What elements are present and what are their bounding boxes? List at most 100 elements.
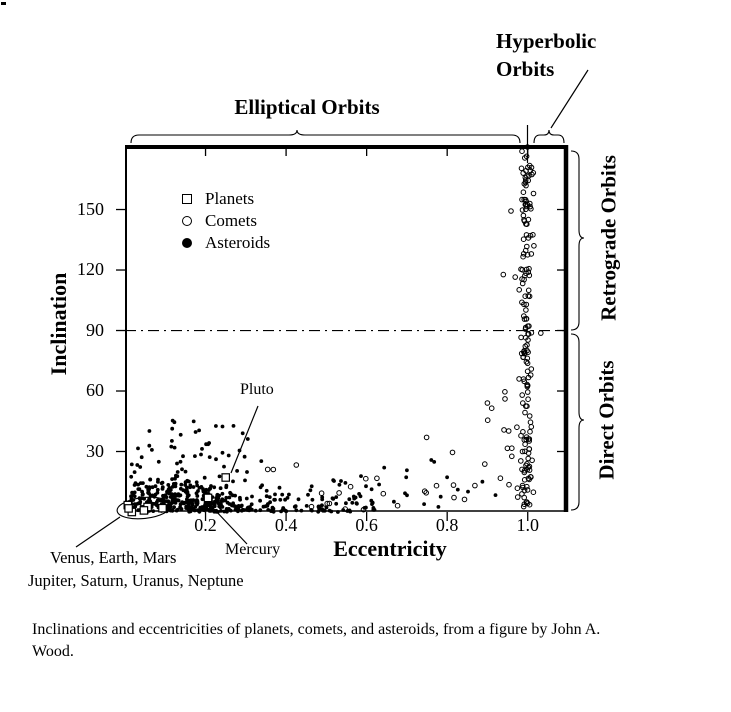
asteroid-point	[147, 429, 152, 433]
asteroid-point	[188, 483, 193, 488]
asteroid-point	[173, 499, 177, 503]
comet-point	[518, 458, 524, 464]
comet-point	[521, 316, 528, 322]
comet-point	[433, 482, 440, 489]
asteroid-point	[438, 494, 443, 499]
asteroid-point	[225, 509, 229, 514]
asteroid-point	[185, 500, 189, 505]
comet-point	[525, 337, 531, 343]
comet-point	[524, 144, 531, 150]
comet-point	[482, 461, 488, 467]
asteroid-point	[354, 501, 359, 506]
comet-point	[423, 434, 430, 441]
asteroid-point	[220, 450, 225, 455]
comet-point	[394, 502, 401, 509]
comet-point	[526, 413, 533, 419]
comet-point	[451, 494, 457, 501]
asteroid-point	[306, 492, 310, 497]
asteroid-point	[140, 489, 145, 494]
comet-point	[524, 355, 531, 362]
legend-item-comets: Comets	[181, 210, 270, 232]
asteroid-point	[178, 505, 183, 510]
comet-point	[522, 196, 529, 203]
comet-point	[523, 307, 529, 313]
asteroid-point	[139, 496, 144, 501]
comet-point	[526, 323, 532, 329]
asteroid-point	[193, 430, 198, 434]
asteroid-point	[320, 503, 324, 508]
asteroid-point	[137, 487, 142, 492]
asteroid-point	[206, 503, 211, 508]
asteroid-point	[224, 507, 229, 511]
asteroid-point	[183, 480, 188, 485]
asteroid-point	[159, 481, 164, 486]
asteroid-point	[258, 508, 263, 513]
x-tick-label: 0.6	[355, 515, 378, 535]
asteroid-point	[187, 479, 191, 484]
asteroid-point	[493, 493, 498, 497]
y-tick-label: 150	[77, 198, 104, 219]
comet-point	[524, 403, 530, 410]
asteroid-point	[214, 509, 219, 514]
asteroid-point	[277, 485, 282, 490]
asteroid-point	[160, 485, 165, 489]
asteroid-point	[429, 458, 434, 462]
comet-point	[526, 467, 533, 473]
asteroid-point	[222, 509, 227, 514]
comet-point	[525, 216, 532, 223]
asteroid-point	[208, 505, 213, 510]
asteroid-point	[206, 488, 211, 492]
comet-point	[527, 428, 533, 435]
asteroid-point	[209, 484, 213, 488]
x-tick-label: 0.8	[435, 515, 459, 535]
comet-point	[525, 293, 532, 299]
comet-point	[521, 276, 527, 283]
comet-point	[519, 448, 526, 455]
asteroid-point	[245, 508, 250, 512]
asteroid-point	[280, 492, 285, 497]
asteroid-point	[364, 505, 368, 510]
asteroid-point	[129, 462, 134, 467]
asteroid-point	[231, 504, 236, 508]
asteroid-point	[191, 419, 196, 424]
asteroid-point	[235, 469, 240, 473]
comet-point	[530, 489, 537, 496]
asteroid-point	[170, 439, 174, 443]
filled-circle-marker-icon	[182, 238, 192, 248]
asteroid-point	[219, 509, 223, 513]
planet-point-pluto	[221, 473, 231, 482]
asteroid-point	[445, 475, 449, 480]
asteroid-point	[231, 424, 236, 428]
asteroid-point	[382, 465, 387, 470]
asteroid-point	[239, 508, 244, 513]
asteroid-point	[341, 508, 346, 512]
asteroid-point	[332, 479, 336, 483]
asteroid-point	[347, 497, 352, 502]
asteroid-point	[238, 495, 242, 500]
planet-point-neptune	[124, 504, 133, 513]
asteroid-point	[316, 509, 321, 514]
y-tick-label: 120	[77, 259, 104, 280]
comet-point	[538, 330, 544, 336]
comet-point	[509, 453, 515, 460]
asteroid-point	[194, 491, 199, 496]
asteroid-point	[265, 503, 270, 508]
asteroid-point	[174, 508, 179, 513]
comet-point	[530, 190, 537, 197]
asteroid-point	[364, 484, 368, 489]
asteroid-point	[178, 459, 183, 464]
data-points-layer	[116, 144, 568, 521]
comet-point	[509, 445, 515, 452]
comet-point	[508, 208, 514, 214]
asteroid-point	[170, 426, 175, 431]
asteroid-point	[147, 485, 152, 490]
comet-point	[524, 381, 530, 388]
comet-point	[520, 484, 526, 491]
asteroid-point	[220, 424, 225, 429]
asteroid-point	[170, 477, 175, 481]
comet-point	[497, 475, 504, 482]
comet-point	[525, 331, 532, 338]
comet-point	[523, 359, 530, 365]
comet-point	[374, 475, 380, 482]
asteroid-point	[480, 479, 485, 484]
